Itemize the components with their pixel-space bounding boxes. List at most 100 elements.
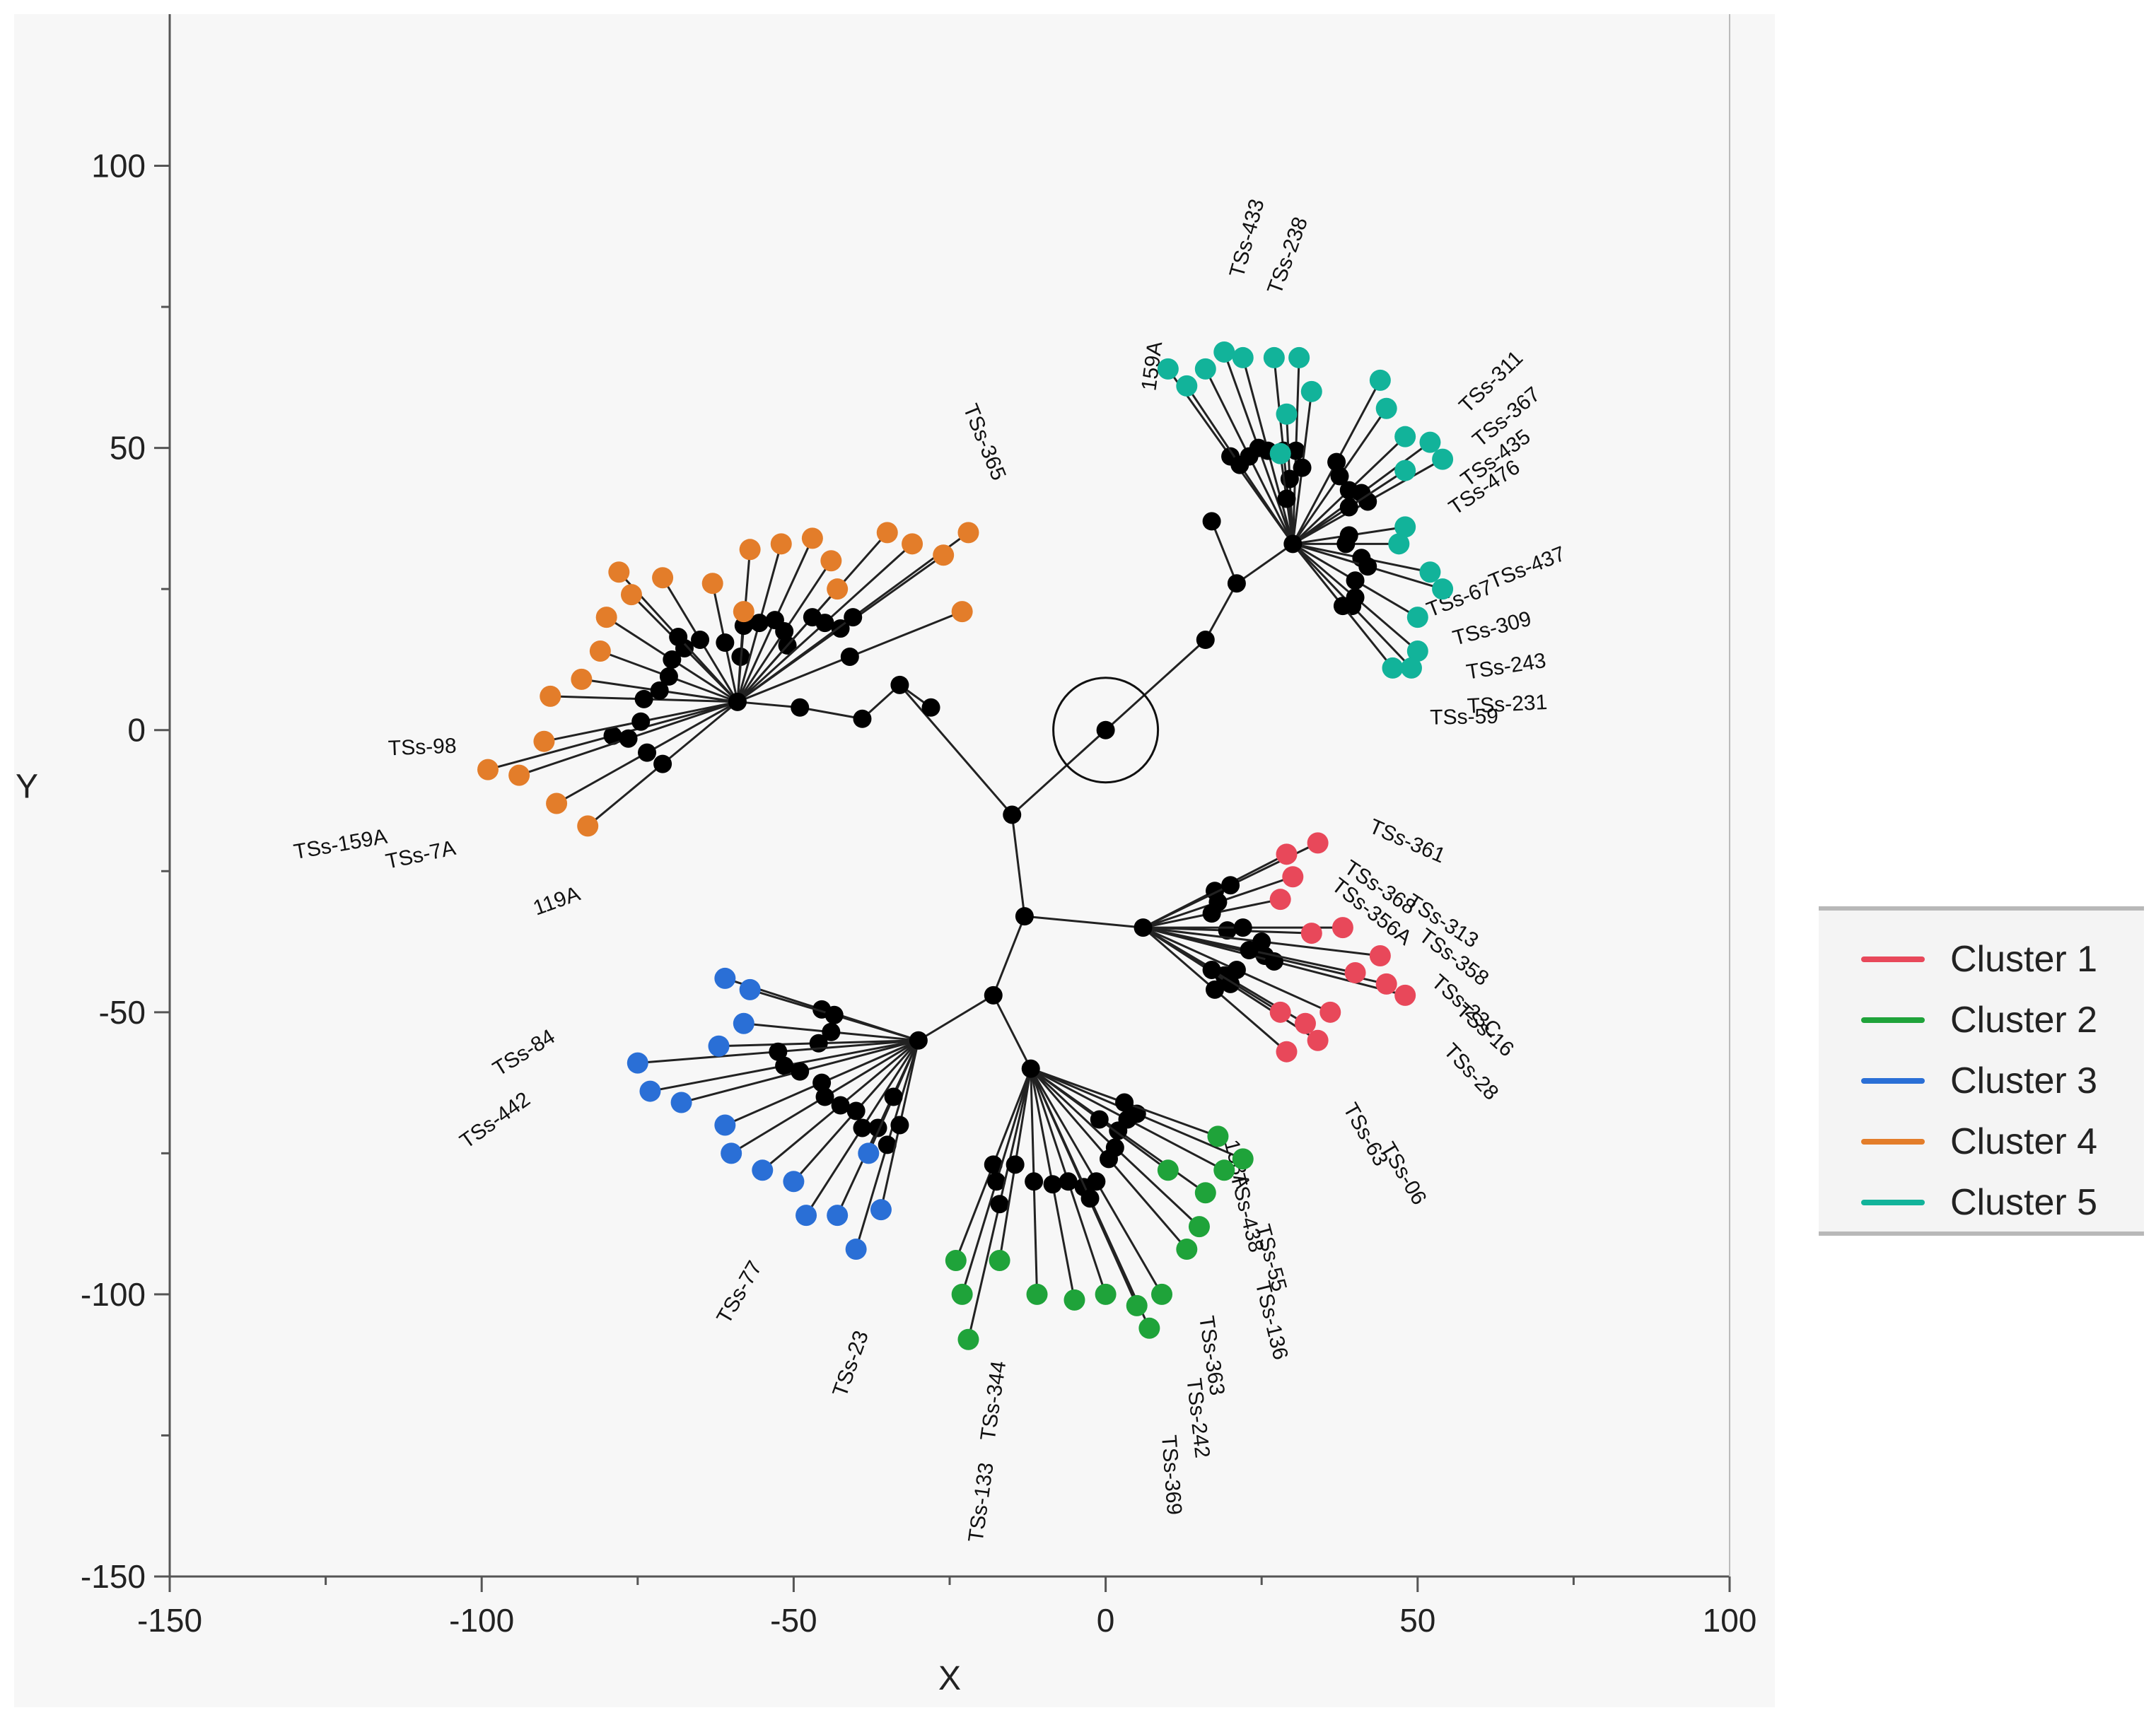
cluster-point (733, 1012, 754, 1034)
tree-edge (861, 1039, 920, 1129)
tree-edge (1236, 969, 1331, 1014)
tree-edge (730, 1096, 826, 1154)
legend-item-cluster-5[interactable]: Cluster 5 (1819, 1172, 2144, 1233)
branch-node (1293, 458, 1312, 477)
tree-edge (724, 1082, 822, 1126)
cluster-point (1194, 358, 1216, 380)
branch-node (878, 1135, 897, 1154)
cluster-point (876, 522, 898, 544)
leaf-label: TSs-98 (388, 735, 457, 761)
tree-edge (646, 701, 738, 754)
tree-edge (1143, 926, 1262, 943)
plot-frame (14, 14, 1775, 1707)
tree-edge (855, 1039, 920, 1112)
tree-edge (892, 1040, 920, 1098)
cluster-point (1394, 426, 1416, 447)
leaf-label: TSs-06 (1376, 1138, 1431, 1209)
branch-node (634, 689, 653, 708)
branch-node (669, 628, 688, 647)
x-tick-label: -150 (137, 1602, 202, 1639)
tree-edge (1264, 954, 1387, 985)
cluster-point (1026, 1283, 1048, 1305)
tree-edge (1301, 391, 1313, 468)
cluster-point (1375, 397, 1397, 419)
tree-edge (1142, 926, 1213, 971)
leaf-label: TSs-23 (828, 1328, 873, 1400)
cluster-point (1269, 443, 1291, 464)
cluster-point (1382, 657, 1404, 679)
branch-node (1080, 1189, 1100, 1208)
tree-edge (1030, 1068, 1054, 1185)
legend-label: Cluster 2 (1950, 1000, 2098, 1041)
branch-node (990, 1195, 1009, 1214)
branch-node (822, 1022, 841, 1041)
tree-edge (587, 763, 664, 827)
branch-node (775, 1056, 794, 1075)
branch-node (716, 633, 735, 653)
branch-node (659, 667, 678, 686)
tree-edge (699, 639, 739, 703)
branch-node (987, 1172, 1006, 1191)
tree-edge (668, 675, 738, 703)
leaf-label: 119A (530, 882, 583, 920)
tree-edge (1257, 447, 1294, 544)
cluster-point (1288, 346, 1310, 368)
tree-edge (831, 1031, 919, 1042)
legend-item-cluster-4[interactable]: Cluster 4 (1819, 1111, 2144, 1172)
tree-edge (487, 735, 613, 771)
branch-node (1286, 441, 1305, 460)
tree-edge (1030, 1067, 1129, 1121)
tree-edge (778, 1039, 919, 1053)
tree-edge (1010, 814, 1026, 917)
leaf-label: TSs-133 (964, 1461, 998, 1544)
tree-edge (600, 650, 670, 678)
tree-edge (967, 1203, 1001, 1340)
leaf-label: TSs-159A (292, 825, 389, 864)
tree-edge (518, 737, 629, 777)
internal-node (1196, 631, 1215, 650)
tree-edge (762, 1104, 841, 1171)
branch-node (1090, 1110, 1109, 1129)
branch-node (1339, 498, 1358, 517)
tree-edge (1051, 1183, 1076, 1301)
tree-edge (1014, 1068, 1032, 1165)
legend-item-cluster-2[interactable]: Cluster 2 (1819, 990, 2144, 1051)
branch-node (650, 681, 669, 700)
cluster-point (1269, 889, 1291, 911)
leaf-labels: TSs-361TSs-368TSs-356ATSs-313TSs-358TSs-… (292, 197, 1569, 1544)
legend-swatch (1861, 1200, 1925, 1205)
branch-node (1043, 1175, 1062, 1194)
legend-item-cluster-1[interactable]: Cluster 1 (1819, 929, 2144, 990)
leaf-label: TSs-231 (1467, 691, 1548, 718)
cluster-point (670, 1092, 692, 1113)
branch-node (1346, 571, 1365, 590)
tree-edge (736, 625, 745, 702)
branch-node (791, 1062, 810, 1081)
tree-edge (1136, 1113, 1244, 1160)
y-tick-label: 0 (127, 712, 146, 749)
legend-swatch (1861, 1139, 1925, 1145)
legend-swatch (1861, 1017, 1925, 1023)
tree-edge (1341, 605, 1394, 669)
tree-edge (1292, 475, 1341, 545)
legend-item-cluster-3[interactable]: Cluster 3 (1819, 1051, 2144, 1111)
tree-edge (1230, 842, 1319, 887)
tree-edge (1249, 949, 1356, 974)
cluster-point (1095, 1283, 1117, 1305)
tree-edge (1030, 1068, 1091, 1199)
y-tick-label: -150 (81, 1558, 146, 1595)
tree-edge (855, 1144, 889, 1250)
cluster-point (1406, 640, 1428, 662)
internal-node (1003, 805, 1022, 824)
internal-node (909, 1031, 928, 1050)
tree-edge (1011, 729, 1107, 816)
data-points (477, 341, 1454, 1350)
cluster-point (1307, 1029, 1329, 1051)
cluster-point (577, 815, 599, 837)
tree-edge (544, 720, 641, 743)
tree-edge (736, 622, 761, 703)
tree-edge (1242, 357, 1269, 452)
tree-edge (1030, 1068, 1035, 1182)
tree-edge (998, 1068, 1032, 1205)
cluster-point (827, 1205, 849, 1227)
